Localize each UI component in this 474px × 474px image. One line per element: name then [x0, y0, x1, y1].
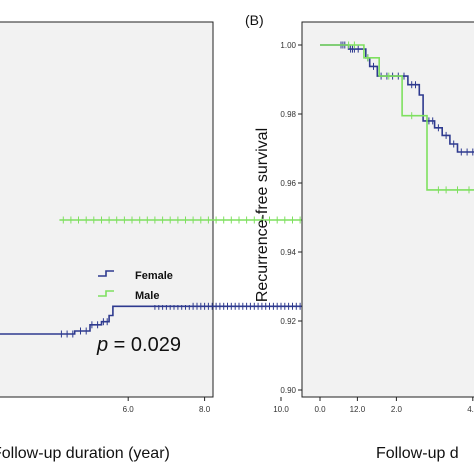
panel-b-y-ticks: 0.90 0.92 0.94 0.96 0.98 1.00	[280, 41, 302, 395]
panel-b: (B) 0.90 0.92 0.94 0.96 0.98 1.00 0.0 2.0 4.0 R…	[245, 12, 474, 462]
panel-b-y-tick-label: 0.98	[280, 110, 296, 119]
panel-b-x-tick-label: 2.0	[391, 405, 403, 414]
panel-a-female-line	[0, 305, 327, 335]
legend-male-label: Male	[135, 290, 159, 302]
panel-b-y-tick-label: 0.94	[280, 248, 296, 257]
panel-b-y-tick-label: 1.00	[280, 41, 296, 50]
legend: Female Male	[92, 265, 192, 305]
panel-b-x-tick-label: 4.0	[467, 405, 474, 414]
panel-a-x-tick-label: 6.0	[123, 405, 135, 414]
panel-b-x-tick-label: 0.0	[314, 405, 326, 414]
panel-b-x-axis-title: Follow-up d	[376, 445, 459, 462]
p-value-annotation: p = 0.029	[96, 334, 181, 356]
legend-female-swatch	[98, 270, 114, 277]
panel-b-tag: (B)	[245, 12, 264, 28]
panel-b-y-tick-label: 0.90	[280, 386, 296, 395]
panel-b-y-tick-label: 0.96	[280, 179, 296, 188]
panel-b-plot-area	[301, 21, 474, 398]
legend-male-swatch	[98, 290, 114, 297]
panel-a-x-ticks: 6.0 8.0 10.0 12.0	[123, 397, 366, 414]
panel-a-x-tick-label: 8.0	[199, 405, 211, 414]
panel-a-x-axis-title: Follow-up duration (year)	[0, 445, 170, 462]
panel-b-y-tick-label: 0.92	[280, 317, 296, 326]
panel-b-series	[320, 41, 474, 194]
legend-female-label: Female	[135, 270, 173, 282]
p-value-text: = 0.029	[108, 334, 181, 356]
panel-a-x-tick-label: 12.0	[350, 405, 366, 414]
panel-b-y-axis-title: Recurrence-free survival	[254, 128, 271, 302]
panel-a-series	[0, 216, 327, 338]
p-value-symbol: p	[96, 334, 108, 356]
panel-b-male-line	[320, 44, 474, 191]
panel-b-x-ticks: 0.0 2.0 4.0	[314, 397, 474, 414]
panel-a-x-tick-label: 10.0	[273, 405, 289, 414]
panel-a: 6.0 8.0 10.0 12.0 Follow-up duration (year)…	[0, 21, 366, 462]
